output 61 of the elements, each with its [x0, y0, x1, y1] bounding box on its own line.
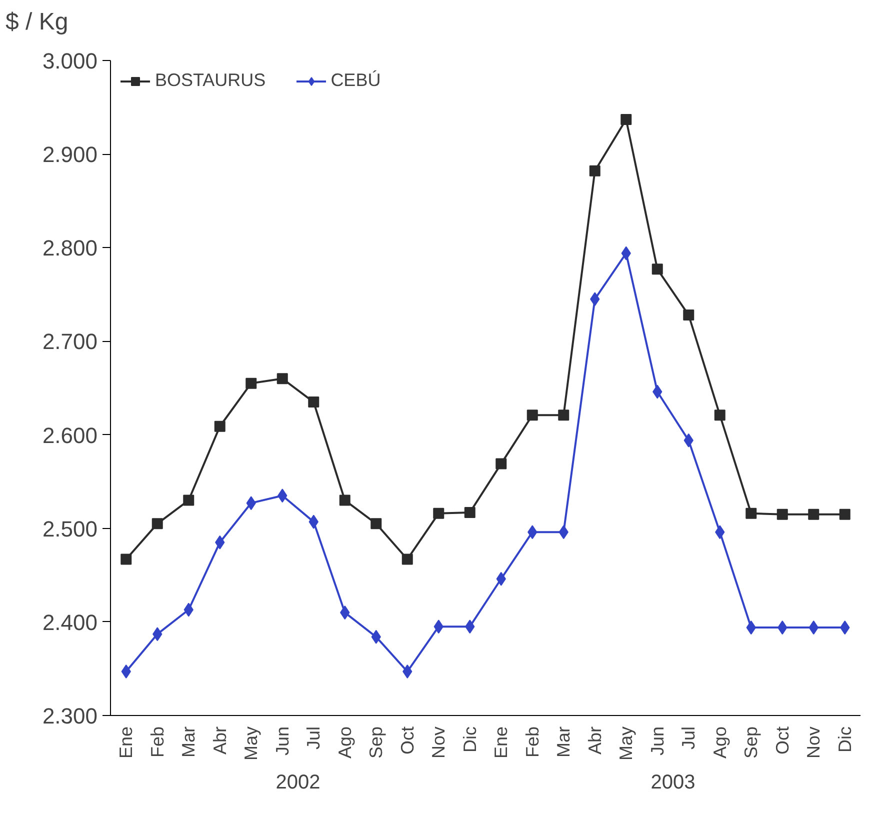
point	[714, 410, 726, 421]
point	[464, 506, 476, 518]
x-tick-label: Feb	[522, 726, 542, 758]
point	[276, 373, 288, 384]
point	[120, 554, 132, 565]
x-tick-label: Mar	[178, 726, 199, 758]
point	[496, 458, 507, 470]
x-tick-label: Ene	[116, 726, 136, 759]
x-tick-label: Oct	[772, 726, 792, 754]
x-tick-label: Nov	[428, 726, 449, 759]
point	[776, 508, 788, 520]
point	[339, 494, 350, 506]
x-tick-label: Ene	[491, 726, 512, 759]
point	[308, 396, 320, 408]
point	[558, 410, 570, 421]
y-tick-label: 2.300	[42, 704, 98, 728]
legend-label: BOSTAURUS	[155, 70, 266, 91]
point	[526, 410, 538, 421]
x-tick-label: Nov	[804, 726, 824, 759]
x-tick-label: Jun	[272, 726, 292, 756]
point	[746, 508, 757, 519]
y-tick-label: 2.900	[42, 142, 98, 168]
y-tick-label: 3.000	[42, 48, 98, 74]
point	[683, 310, 694, 321]
point	[589, 165, 600, 176]
y-axis-title: $ / Kg	[6, 8, 68, 36]
x-tick-label: Mar	[554, 726, 574, 758]
x-tick-label: Abr	[584, 726, 605, 755]
x-tick-label: Jul	[678, 726, 699, 750]
point	[620, 114, 632, 125]
x-tick-label: Dic	[460, 726, 480, 752]
point	[652, 264, 663, 275]
y-tick-label: 2.400	[42, 610, 98, 635]
point	[808, 508, 820, 520]
x-tick-label: Abr	[210, 726, 230, 755]
y-tick-label: 2.500	[42, 516, 98, 542]
x-tick-label: Feb	[147, 726, 168, 758]
point	[183, 494, 194, 506]
text: 2002	[276, 772, 320, 794]
text: 2003	[650, 772, 696, 794]
legend-label: CEBÚ	[330, 70, 381, 91]
x-tick-label: Oct	[397, 726, 418, 754]
x-tick-label: Jul	[304, 726, 324, 750]
x-tick-label: May	[241, 726, 262, 761]
x-tick-label: Ago	[334, 726, 355, 759]
x-tick-label: Sep	[366, 726, 386, 759]
x-tick-label: Sep	[741, 726, 762, 759]
y-tick-label: 2.600	[42, 422, 98, 448]
point	[839, 508, 850, 520]
x-tick-label: May	[616, 726, 636, 761]
point	[214, 420, 226, 432]
y-tick-label: 2.700	[42, 329, 98, 354]
point	[433, 508, 444, 519]
x-tick-label: Ago	[710, 726, 730, 759]
y-tick-label: 2.800	[42, 236, 98, 261]
x-tick-label: Jun	[647, 726, 668, 756]
point	[402, 554, 413, 565]
point	[370, 518, 382, 530]
x-tick-label: Dic	[834, 726, 855, 752]
point	[246, 378, 257, 389]
point	[152, 518, 163, 530]
